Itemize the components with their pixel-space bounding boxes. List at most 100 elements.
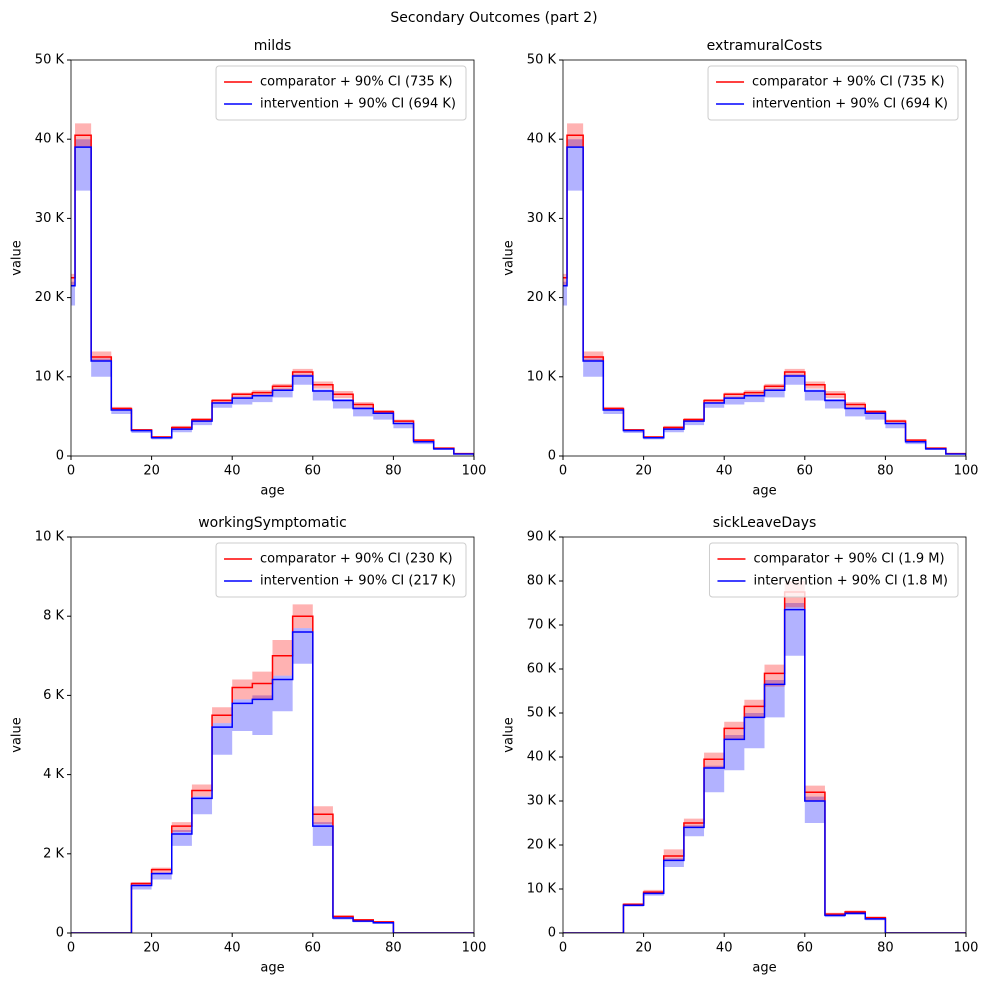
step-line — [563, 146, 966, 456]
y-tick-label: 50 K — [527, 53, 557, 68]
plot-area — [563, 581, 966, 933]
y-tick-label: 30 K — [527, 211, 557, 226]
y-axis-label: value — [10, 717, 25, 753]
y-tick-label: 0 — [548, 449, 556, 464]
x-tick-label: 100 — [954, 464, 979, 479]
y-tick-label: 80 K — [527, 574, 557, 589]
step-line — [71, 631, 474, 933]
axes-frame — [70, 59, 475, 457]
y-tick-label: 50 K — [35, 53, 65, 68]
x-tick-label: 60 — [305, 464, 322, 479]
x-tick-label: 0 — [67, 464, 75, 479]
x-tick-label: 100 — [954, 941, 979, 956]
x-tick-label: 60 — [797, 941, 814, 956]
y-tick-label: 6 K — [43, 688, 64, 703]
x-tick-label: 20 — [635, 464, 652, 479]
y-tick-label: 70 K — [527, 618, 557, 633]
y-tick-label: 10 K — [35, 369, 65, 384]
x-tick-label: 0 — [559, 941, 567, 956]
step-line — [71, 146, 474, 456]
y-tick-label: 40 K — [35, 132, 65, 147]
x-tick-label: 60 — [305, 941, 322, 956]
x-tick-label: 80 — [877, 464, 894, 479]
legend-label: comparator + 90% CI (735 K) — [260, 75, 453, 90]
x-tick-label: 20 — [635, 941, 652, 956]
axes-frame — [70, 536, 475, 934]
legend: comparator + 90% CI (735 K) intervention … — [707, 65, 959, 121]
y-tick-label: 60 K — [527, 662, 557, 677]
step-line — [71, 615, 474, 933]
y-axis-label: value — [502, 717, 517, 753]
legend-box — [708, 542, 959, 598]
x-tick-label: 20 — [143, 941, 160, 956]
y-tick-label: 40 K — [527, 132, 557, 147]
x-axis-label: age — [260, 961, 284, 976]
legend-label: intervention + 90% CI (694 K) — [752, 97, 948, 112]
y-tick-label: 40 K — [527, 750, 557, 765]
x-tick-label: 40 — [224, 941, 241, 956]
x-tick-label: 40 — [716, 464, 733, 479]
x-axis-label: age — [752, 961, 776, 976]
step-line — [563, 608, 966, 933]
legend-box — [215, 65, 467, 121]
x-tick-label: 40 — [716, 941, 733, 956]
legend: comparator + 90% CI (230 K) intervention … — [215, 542, 467, 598]
x-tick-label: 40 — [224, 464, 241, 479]
x-tick-label: 80 — [385, 464, 402, 479]
x-tick-label: 20 — [143, 464, 160, 479]
x-tick-label: 0 — [559, 464, 567, 479]
y-tick-label: 0 — [56, 449, 64, 464]
y-tick-label: 30 K — [527, 794, 557, 809]
figure-title: Secondary Outcomes (part 2) — [390, 10, 597, 26]
subplot: milds 0 20 40 60 80 100 0 10 K 20 K 30 K 40 K 50 K ag… — [10, 38, 487, 499]
legend-label: comparator + 90% CI (1.9 M) — [753, 552, 944, 567]
legend: comparator + 90% CI (735 K) intervention … — [215, 65, 467, 121]
axes-frame — [562, 59, 967, 457]
subplot: extramuralCosts 0 20 40 60 80 100 0 10 K 20 K 30 K… — [502, 38, 979, 499]
subplot: workingSymptomatic 0 20 40 60 80 100 0 2 K 4 K 6 K… — [10, 515, 487, 976]
legend-label: intervention + 90% CI (694 K) — [260, 97, 456, 112]
y-tick-label: 0 — [56, 926, 64, 941]
y-axis-label: value — [502, 240, 517, 276]
axes-frame — [562, 536, 967, 934]
y-tick-label: 30 K — [35, 211, 65, 226]
plot-area — [71, 604, 474, 933]
y-tick-label: 8 K — [43, 609, 64, 624]
y-tick-label: 10 K — [527, 369, 557, 384]
plot-area — [563, 123, 966, 456]
y-tick-label: 20 K — [35, 290, 65, 305]
subplot-title: extramuralCosts — [707, 38, 823, 54]
y-tick-label: 20 K — [527, 290, 557, 305]
legend: comparator + 90% CI (1.9 M) intervention … — [708, 542, 959, 598]
x-axis-label: age — [752, 484, 776, 499]
y-tick-label: 20 K — [527, 838, 557, 853]
y-tick-label: 90 K — [527, 530, 557, 545]
step-line — [563, 591, 966, 933]
x-tick-label: 60 — [797, 464, 814, 479]
y-tick-label: 50 K — [527, 706, 557, 721]
x-tick-label: 100 — [462, 941, 487, 956]
plot-area — [71, 123, 474, 456]
subplot-title: workingSymptomatic — [198, 515, 347, 531]
subplot-title: milds — [254, 38, 292, 54]
legend-label: comparator + 90% CI (230 K) — [260, 552, 453, 567]
subplot-title: sickLeaveDays — [713, 515, 817, 531]
legend-box — [215, 542, 467, 598]
legend-label: intervention + 90% CI (217 K) — [260, 574, 456, 589]
x-tick-label: 80 — [877, 941, 894, 956]
x-tick-label: 80 — [385, 941, 402, 956]
x-tick-label: 100 — [462, 464, 487, 479]
y-tick-label: 2 K — [43, 846, 64, 861]
legend-label: intervention + 90% CI (1.8 M) — [753, 574, 948, 589]
legend-label: comparator + 90% CI (735 K) — [752, 75, 945, 90]
y-tick-label: 0 — [548, 926, 556, 941]
x-tick-label: 0 — [67, 941, 75, 956]
subplot: sickLeaveDays 0 20 40 60 80 100 0 10 K 20 K 30 K 40… — [502, 515, 979, 976]
y-tick-label: 4 K — [43, 767, 64, 782]
y-tick-label: 10 K — [35, 530, 65, 545]
y-tick-label: 10 K — [527, 882, 557, 897]
y-axis-label: value — [10, 240, 25, 276]
legend-box — [707, 65, 959, 121]
